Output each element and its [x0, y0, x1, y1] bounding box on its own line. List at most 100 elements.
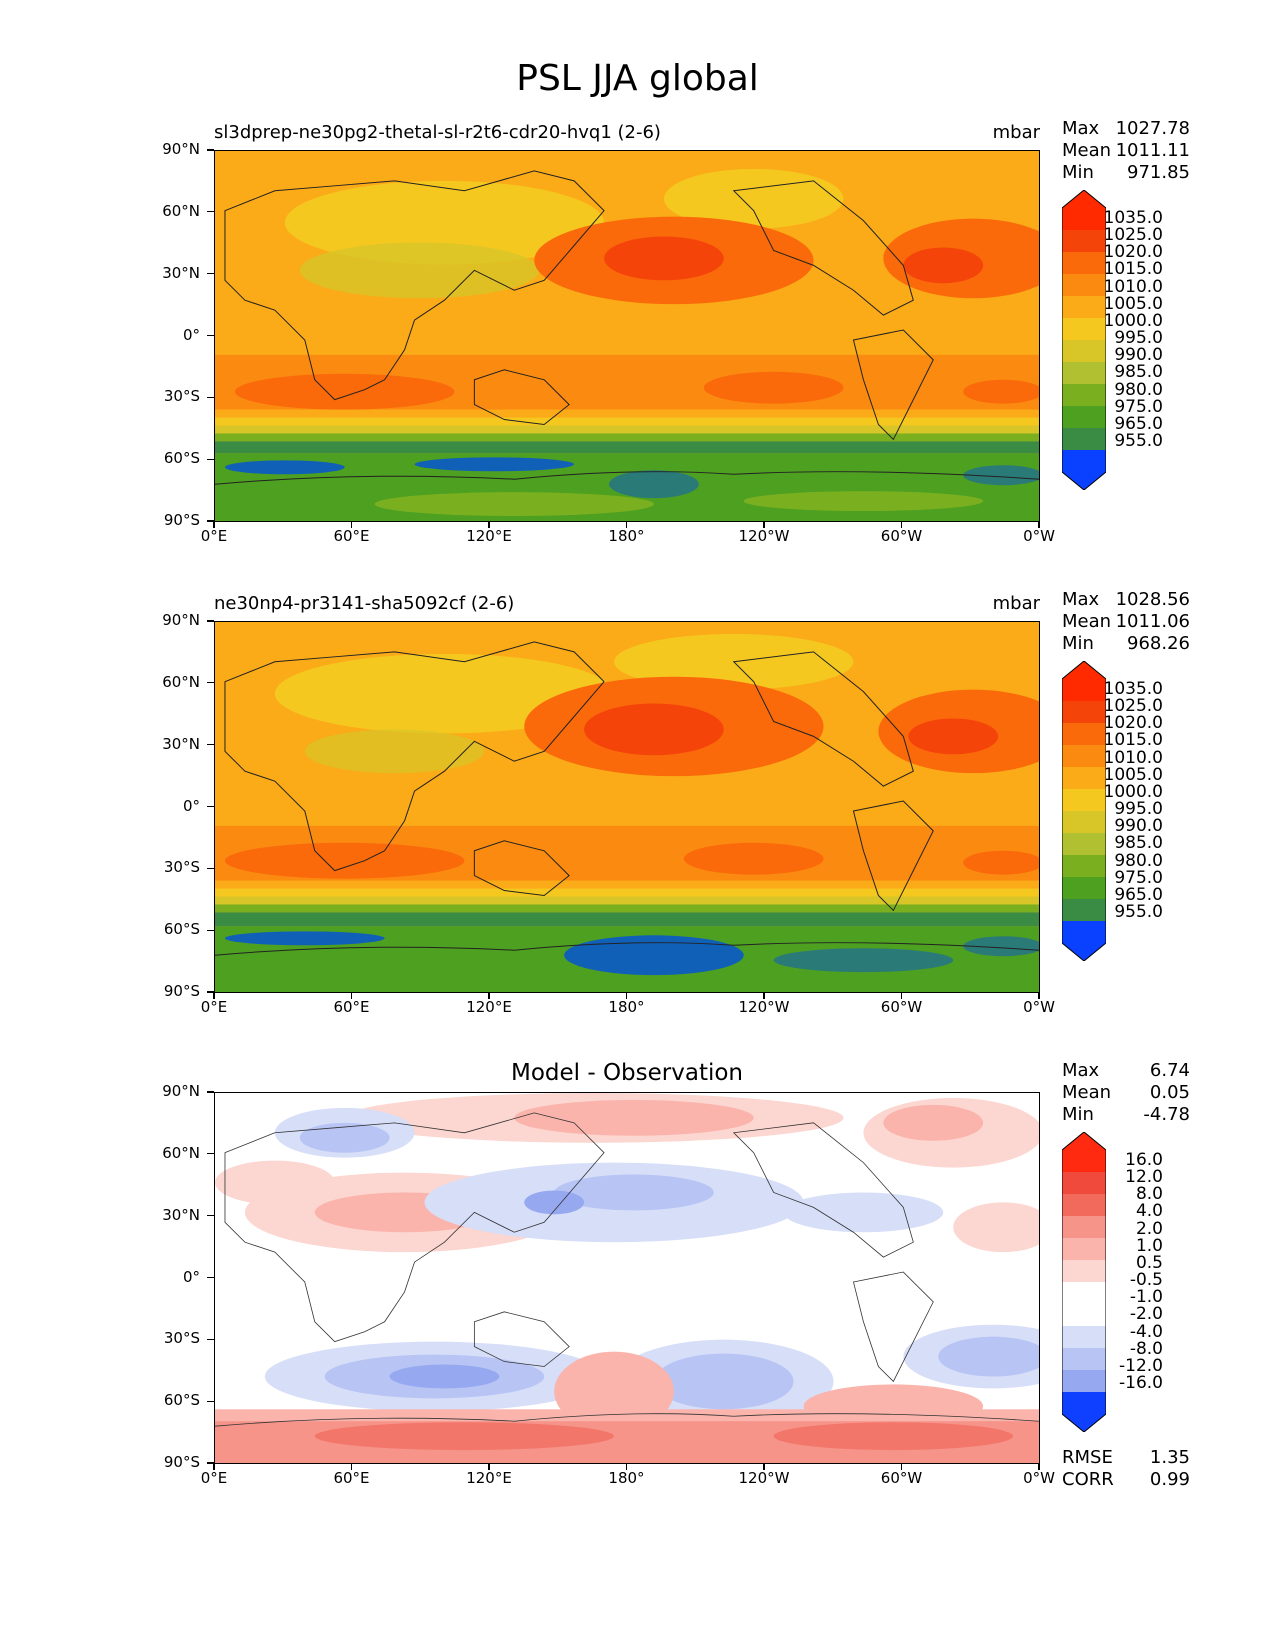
diff-field	[215, 1093, 1039, 1463]
colorbar	[1061, 189, 1107, 491]
stat-min: 971.85	[1127, 162, 1190, 183]
lat-label: 60°N	[162, 1143, 200, 1162]
stat-max: 6.74	[1149, 1060, 1190, 1081]
lat-tick	[207, 396, 214, 398]
colorbar-level-label: 0.5	[1135, 1252, 1163, 1273]
panel-reference: ne30np4-pr3141-sha5092cf (2-6) mbar	[0, 589, 1275, 1033]
colorbar-swatch	[1062, 1304, 1106, 1327]
stat-max-label: Max	[1062, 1060, 1100, 1081]
stat-mean-label: Mean	[1062, 1082, 1112, 1103]
colorbar-swatch	[1062, 296, 1106, 319]
colorbar-level-label: 1025.0	[1103, 225, 1163, 246]
stat-mean-label: Mean	[1062, 611, 1112, 632]
colorbar-swatch	[1062, 877, 1106, 900]
units-label: mbar	[992, 122, 1040, 143]
psl-field	[215, 622, 1039, 992]
colorbar-level-label: 985.0	[1114, 362, 1163, 383]
colorbar-swatch	[1062, 230, 1106, 253]
lon-label: 60°W	[880, 998, 923, 1016]
colorbar-level-label: -1.0	[1129, 1287, 1163, 1308]
rmse-label: RMSE	[1062, 1447, 1113, 1468]
lon-tick	[488, 1464, 490, 1470]
lat-label: 30°N	[162, 1205, 200, 1224]
colorbar-swatch	[1062, 833, 1106, 856]
lat-label: 0°	[182, 325, 200, 344]
colorbar-swatch	[1062, 384, 1106, 407]
lon-label: 120°W	[738, 1469, 790, 1487]
lat-tick	[207, 620, 214, 622]
lat-tick	[207, 334, 214, 337]
colorbar-level-label: 980.0	[1114, 379, 1163, 400]
stat-mean: 0.05	[1149, 1082, 1190, 1103]
colorbar-level-label: 1025.0	[1103, 696, 1163, 717]
colorbar-level-label: -4.0	[1129, 1321, 1163, 1342]
lat-label: 90°N	[162, 611, 200, 629]
colorbar-swatch	[1062, 406, 1106, 429]
lat-tick	[207, 682, 214, 684]
lat-label: 60°S	[163, 920, 200, 939]
stats-box: Max 1028.56 Mean 1011.06 Min 968.26	[1062, 589, 1190, 655]
colorbar-level-label: 1005.0	[1103, 764, 1163, 785]
stat-mean: 1011.06	[1115, 611, 1190, 632]
colorbar-swatches	[1061, 1131, 1107, 1433]
colorbar-level-label: 1000.0	[1103, 310, 1163, 331]
stat-min-label: Min	[1062, 1104, 1094, 1125]
colorbar-swatch	[1062, 450, 1106, 490]
colorbar-level-label: 995.0	[1114, 328, 1163, 349]
colorbar-level-label: 1005.0	[1103, 293, 1163, 314]
lon-label: 120°E	[466, 998, 512, 1016]
colorbar-level-label: 955.0	[1114, 431, 1163, 451]
stat-mean: 1011.11	[1115, 140, 1190, 161]
lon-label: 0°E	[200, 1469, 228, 1487]
colorbar-swatch	[1062, 745, 1106, 768]
lat-label: 30°N	[162, 734, 200, 753]
colorbar-swatch	[1062, 855, 1106, 878]
lat-tick	[207, 458, 214, 460]
colorbar-level-label: 1020.0	[1103, 713, 1163, 734]
lon-label: 120°E	[466, 527, 512, 545]
stat-max-label: Max	[1062, 118, 1100, 139]
colorbar-swatch	[1062, 767, 1106, 790]
lon-tick	[625, 522, 628, 528]
lon-tick	[1038, 993, 1040, 999]
lat-label: 90°S	[163, 1453, 200, 1471]
lat-tick	[207, 867, 214, 869]
colorbar-level-label: -0.5	[1129, 1270, 1163, 1291]
colorbar-swatch	[1062, 1348, 1106, 1371]
psl-map	[214, 150, 1040, 522]
lon-label: 0°E	[200, 527, 228, 545]
colorbar-level-label: 16.0	[1125, 1150, 1163, 1170]
lat-tick	[207, 1276, 214, 1279]
colorbar-swatch	[1062, 811, 1106, 834]
panel-test: sl3dprep-ne30pg2-thetal-sl-r2t6-cdr20-hv…	[0, 118, 1275, 562]
stat-min-label: Min	[1062, 162, 1094, 183]
lat-tick	[207, 1215, 214, 1217]
lon-label: 180°	[608, 527, 645, 545]
colorbar-swatch	[1062, 1282, 1106, 1305]
lat-tick	[207, 1338, 214, 1340]
stat-max-label: Max	[1062, 589, 1100, 610]
lat-label: 90°N	[162, 1082, 200, 1100]
lon-label: 120°W	[738, 998, 790, 1016]
colorbar-level-label: 985.0	[1114, 833, 1163, 854]
lon-label: 60°E	[333, 998, 370, 1016]
lat-label: 30°S	[163, 858, 200, 877]
lon-tick	[488, 993, 490, 999]
colorbar-level-label: 4.0	[1135, 1201, 1163, 1222]
colorbar-swatch	[1062, 701, 1106, 724]
lon-tick	[900, 993, 903, 999]
psl-map	[214, 621, 1040, 993]
metrics-box: RMSE 1.35 CORR 0.99	[1062, 1447, 1190, 1491]
lat-tick	[207, 211, 214, 213]
colorbar-swatch	[1062, 1326, 1106, 1349]
colorbar-level-label: 1015.0	[1103, 730, 1163, 751]
diff-title: Model - Observation	[510, 1060, 744, 1086]
lon-label: 60°E	[333, 527, 370, 545]
colorbar-level-label: 955.0	[1114, 902, 1163, 922]
lat-tick	[207, 744, 214, 746]
colorbar-level-label: 965.0	[1114, 413, 1163, 434]
lat-tick	[207, 805, 214, 808]
colorbar-swatch	[1062, 789, 1106, 812]
colorbar-swatch	[1062, 1194, 1106, 1217]
colorbar-swatches	[1061, 660, 1107, 962]
